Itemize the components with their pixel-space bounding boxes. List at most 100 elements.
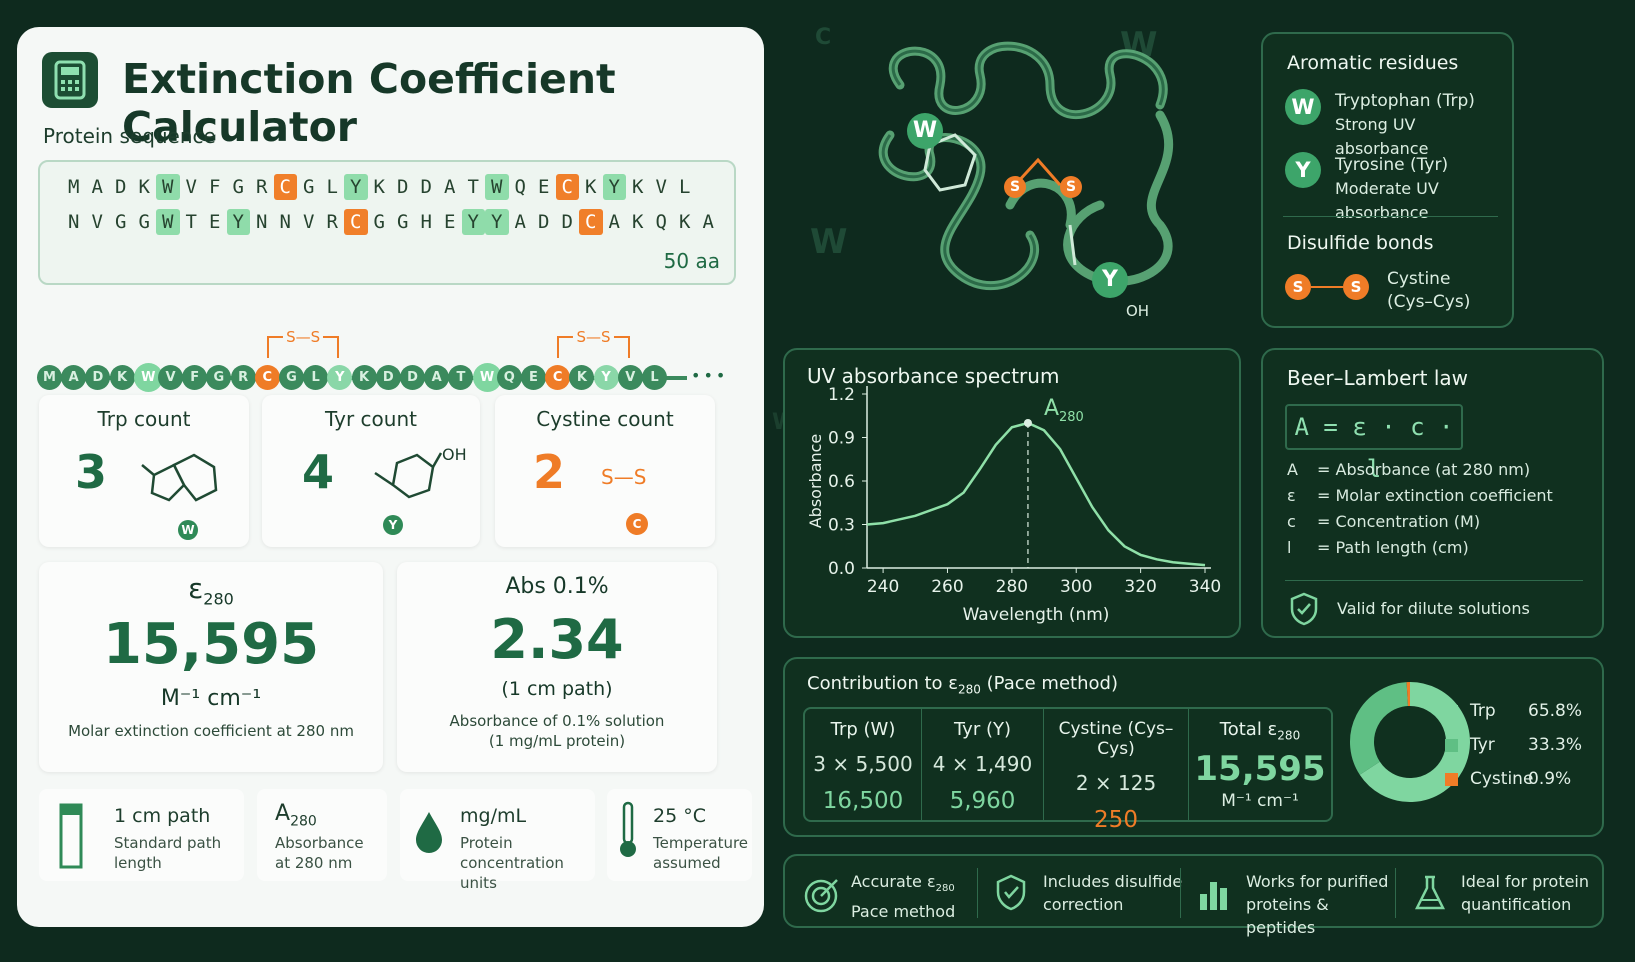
- residue: D: [397, 176, 409, 198]
- flask-icon: [1414, 875, 1446, 910]
- residue: Y: [461, 209, 485, 235]
- trp-count-card: Trp count 3 W: [39, 395, 249, 547]
- residue: R: [256, 176, 268, 198]
- sulfur-marker-2: S: [1060, 176, 1082, 198]
- epsilon-description: Molar extinction coefficient at 280 nm: [68, 722, 354, 740]
- residue-bead: C: [545, 365, 571, 390]
- y-axis-label: Absorbance: [806, 434, 825, 529]
- tyr-count-card: Tyr count 4 OH Y: [262, 395, 480, 547]
- abs-result-card: Abs 0.1% 2.34 (1 cm path) Absorbance of …: [397, 562, 717, 772]
- residue: T: [185, 211, 197, 233]
- residue-bead: Y: [593, 365, 619, 390]
- cuvette-icon: [59, 803, 83, 869]
- check-shield-icon: [1290, 592, 1318, 626]
- abs-value: 2.34: [490, 608, 624, 671]
- temperature-info-card: 25 °C Temperature assumed: [607, 789, 752, 881]
- x-tick-label: 340: [1189, 577, 1221, 597]
- bg-letter: C: [815, 25, 832, 50]
- residue-bead: W: [472, 363, 502, 392]
- epsilon-result-card: ε280 15,595 M⁻¹ cm⁻¹ Molar extinction co…: [39, 562, 383, 772]
- residue-bead: R: [230, 365, 256, 390]
- residue-bead: K: [351, 365, 377, 390]
- temperature-title: 25 °C: [653, 805, 706, 827]
- sulfur-marker-1: S: [1004, 176, 1026, 198]
- residue: E: [538, 176, 550, 198]
- residue-bead: V: [158, 365, 183, 390]
- a280-title: A280: [275, 801, 317, 830]
- path-title: 1 cm path: [114, 805, 211, 827]
- abs-description-2: (1 mg/mL protein): [488, 732, 626, 750]
- residue-bead: Y: [327, 365, 353, 390]
- residue: A: [608, 211, 620, 233]
- disulfide-bracket-label: S—S: [283, 328, 324, 346]
- sequence-label: Protein sequence: [43, 124, 216, 148]
- oh-marker-label: OH: [1126, 302, 1150, 320]
- residue: T: [467, 176, 479, 198]
- residue: G: [232, 176, 244, 198]
- residue: E: [209, 211, 221, 233]
- trp-marker: W: [907, 113, 943, 149]
- y-tick-label: 0.9: [828, 429, 855, 449]
- residue: G: [138, 211, 150, 233]
- bg-letter: W: [810, 222, 848, 262]
- residue: C: [273, 174, 297, 200]
- calculator-card: Extinction Coefficient Calculator Protei…: [17, 27, 764, 927]
- features-bar: Accurate ε280 Pace method Includes disulf…: [783, 854, 1604, 937]
- beer-definition-row: A = Absorbance (at 280 nm): [1287, 460, 1531, 479]
- cystine-count-card: Cystine count 2 S—S C: [495, 395, 715, 547]
- aromatic-residues-panel: Aromatic residues W Tryptophan (Trp) Stro…: [1261, 32, 1514, 328]
- residue-bead: V: [617, 365, 643, 390]
- residue-bead: D: [85, 365, 111, 390]
- residue-bead: D: [400, 365, 425, 390]
- abs-path: (1 cm path): [501, 678, 613, 700]
- peak-point: [1023, 419, 1032, 427]
- x-tick-label: 280: [996, 577, 1028, 597]
- donut-slice-tyr: [1350, 682, 1409, 775]
- residue: A: [514, 211, 526, 233]
- tyr-legend: Tyrosine (Tyr) Moderate UV absorbance: [1335, 155, 1449, 222]
- calculator-icon: [42, 52, 98, 108]
- residue: G: [373, 211, 385, 233]
- residue: C: [555, 174, 579, 200]
- beer-title: Beer–Lambert law: [1287, 366, 1469, 390]
- donut-legend-item: Tyr 33.3%: [1445, 735, 1582, 755]
- disulfide-label: S—S: [601, 465, 647, 489]
- residue-bead: M: [37, 365, 62, 390]
- residue: D: [538, 211, 550, 233]
- residue-bead: K: [569, 365, 595, 390]
- residue: F: [209, 176, 221, 198]
- residue: A: [444, 176, 456, 198]
- residue: E: [444, 211, 456, 233]
- residue: D: [115, 176, 127, 198]
- aromatic-title: Aromatic residues: [1287, 52, 1459, 74]
- path-info-card: 1 cm path Standard path length: [39, 789, 244, 881]
- contribution-donut-chart: [1350, 682, 1470, 802]
- residue-bead: C: [254, 365, 280, 390]
- spectrum-line: [866, 421, 1206, 567]
- residue: M: [68, 176, 80, 198]
- residue: R: [326, 211, 338, 233]
- residue: L: [326, 176, 338, 198]
- contribution-title: Contribution to ε280 (Pace method): [807, 673, 1118, 697]
- abs-description: Absorbance of 0.1% solution: [449, 712, 665, 730]
- spectrum-chart: 240 260 280 300 320 340 0.0 0.3 0.6 0.9 1.2 A280 Wav…: [806, 385, 1221, 625]
- tyr-contribution: Tyr (Y) 4 × 1,490 5,960: [922, 709, 1044, 820]
- peak-label: A280: [1044, 396, 1084, 425]
- residue-bead: A: [424, 365, 450, 390]
- beer-definition-row: l = Path length (cm): [1287, 538, 1469, 557]
- residue-bead: Q: [496, 365, 522, 390]
- donut-legend-item: Cystine0.9%: [1445, 769, 1571, 789]
- residue: K: [632, 211, 644, 233]
- residue: K: [679, 211, 691, 233]
- tyr-marker: Y: [1092, 262, 1128, 298]
- trp-legend-icon: W: [1285, 89, 1321, 125]
- residue: Y: [485, 209, 509, 235]
- tyr-count-title: Tyr count: [325, 407, 417, 431]
- cys-badge: C: [626, 513, 648, 535]
- trp-contribution: Trp (W) 3 × 5,500 16,500: [805, 709, 922, 820]
- feature-disulfide: Includes disulfide correction: [995, 866, 1185, 926]
- residue-bead: L: [642, 365, 667, 390]
- trp-count-value: 3: [75, 445, 108, 499]
- residue: C: [344, 209, 368, 235]
